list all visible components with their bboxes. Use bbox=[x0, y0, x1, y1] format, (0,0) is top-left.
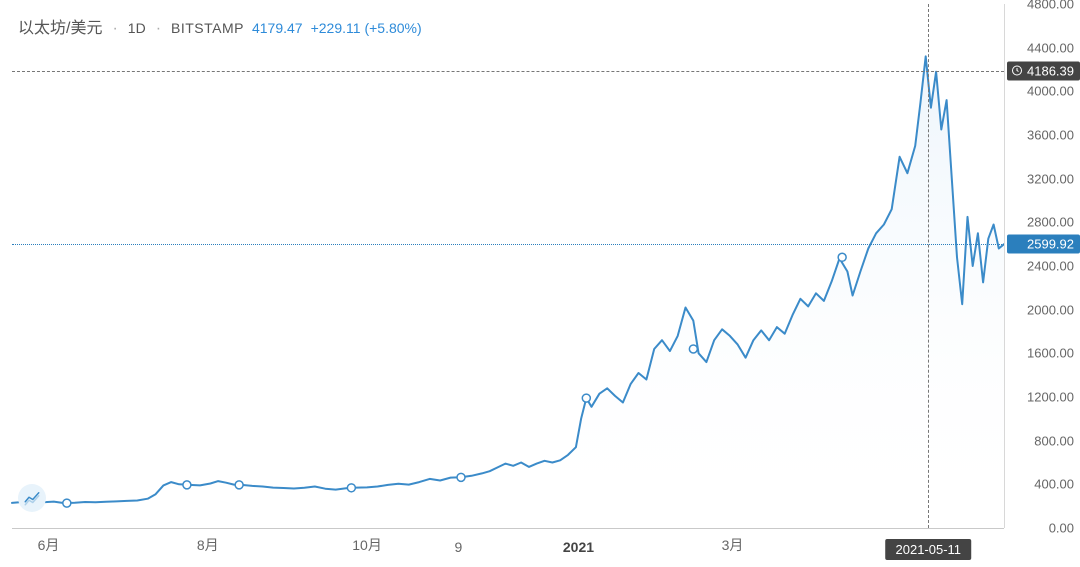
last-price-line bbox=[12, 244, 1004, 245]
x-tick-label: 2021 bbox=[563, 539, 594, 555]
cursor-date-tag: 2021-05-11 bbox=[886, 539, 972, 560]
separator: · bbox=[156, 20, 161, 38]
series-marker[interactable] bbox=[582, 394, 590, 402]
y-tick-label: 1600.00 bbox=[1027, 346, 1074, 361]
x-tick-label: 10月 bbox=[352, 535, 382, 555]
y-tick-label: 4000.00 bbox=[1027, 84, 1074, 99]
series-marker[interactable] bbox=[63, 499, 71, 507]
last-price-tag: 2599.92 bbox=[1007, 235, 1080, 254]
x-tick-label: 8月 bbox=[197, 535, 219, 555]
series-marker[interactable] bbox=[235, 481, 243, 489]
exchange-label[interactable]: BITSTAMP bbox=[171, 20, 244, 36]
price-change: +229.11 (+5.80%) bbox=[311, 20, 422, 36]
series-marker[interactable] bbox=[838, 253, 846, 261]
price-chart[interactable] bbox=[0, 0, 1080, 567]
y-axis bbox=[1004, 4, 1005, 528]
chart-container: 以太坊/美元 · 1D · BITSTAMP 4179.47 +229.11 (… bbox=[0, 0, 1080, 567]
y-tick-label: 4400.00 bbox=[1027, 40, 1074, 55]
alert-bell-icon bbox=[1011, 65, 1023, 77]
y-tick-label: 800.00 bbox=[1034, 433, 1074, 448]
crosshair-horizontal bbox=[12, 71, 1004, 72]
symbol-label[interactable]: 以太坊/美元 bbox=[18, 14, 102, 38]
y-tick-label: 3200.00 bbox=[1027, 171, 1074, 186]
x-tick-label: 6月 bbox=[38, 535, 60, 555]
chart-header: 以太坊/美元 · 1D · BITSTAMP 4179.47 +229.11 (… bbox=[18, 14, 422, 38]
y-tick-label: 3600.00 bbox=[1027, 128, 1074, 143]
separator: · bbox=[112, 20, 117, 38]
y-tick-label: 4800.00 bbox=[1027, 0, 1074, 12]
series-marker[interactable] bbox=[457, 473, 465, 481]
series-marker[interactable] bbox=[347, 484, 355, 492]
last-price: 4179.47 bbox=[252, 20, 303, 36]
y-tick-label: 0.00 bbox=[1049, 521, 1074, 536]
series-marker[interactable] bbox=[689, 345, 697, 353]
y-tick-label: 2400.00 bbox=[1027, 259, 1074, 274]
cursor-price-tag: 4186.39 bbox=[1007, 61, 1080, 80]
x-tick-label: 9 bbox=[454, 539, 462, 555]
interval-label[interactable]: 1D bbox=[128, 20, 146, 36]
chart-style-button[interactable] bbox=[18, 484, 46, 512]
crosshair-vertical bbox=[928, 4, 929, 528]
y-tick-label: 1200.00 bbox=[1027, 390, 1074, 405]
y-tick-label: 2000.00 bbox=[1027, 302, 1074, 317]
x-axis bbox=[12, 528, 1004, 529]
series-marker[interactable] bbox=[183, 481, 191, 489]
y-tick-label: 400.00 bbox=[1034, 477, 1074, 492]
y-tick-label: 2800.00 bbox=[1027, 215, 1074, 230]
x-tick-label: 3月 bbox=[722, 535, 744, 555]
